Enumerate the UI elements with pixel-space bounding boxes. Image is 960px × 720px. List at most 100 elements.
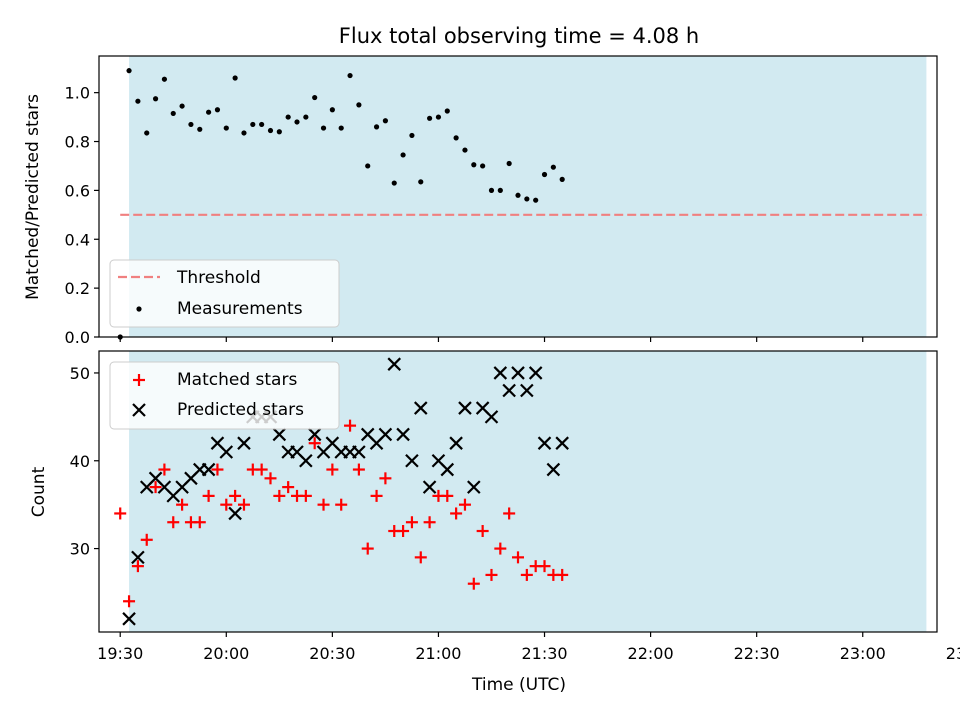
measurement-point (294, 119, 300, 125)
matched-star-marker (344, 419, 357, 432)
measurement-point (197, 126, 203, 132)
count-y-tick-label: 50 (70, 364, 90, 383)
matched-star-marker (441, 489, 454, 502)
predicted-star-marker (502, 383, 516, 398)
count-y-tick-label: 30 (70, 540, 90, 559)
predicted-stars-markers (122, 357, 569, 626)
matched-star-marker (485, 568, 498, 581)
ratio-legend: Threshold Measurements (109, 259, 340, 328)
measurement-point (515, 192, 521, 198)
ratio-panel: 0.0 0.2 0.4 0.6 0.8 1.0 Matched/Predicted sta… (23, 55, 938, 347)
measurement-point (471, 162, 477, 168)
measurement-point (320, 125, 327, 131)
ratio-axes-frame (98, 55, 938, 338)
predicted-star-marker (546, 462, 561, 477)
predicted-legend-swatch (132, 403, 146, 417)
matched-star-marker (193, 516, 206, 529)
measurement-point (559, 176, 565, 182)
matched-star-marker (140, 533, 153, 546)
predicted-star-marker (201, 462, 216, 477)
count-legend: Matched stars Predicted stars (109, 361, 340, 430)
matched-star-marker (131, 560, 144, 573)
matched-stars-markers (114, 419, 569, 608)
matched-star-marker (273, 489, 286, 502)
measurement-point (435, 114, 442, 120)
measurement-point (480, 163, 486, 169)
matched-star-marker (379, 472, 392, 485)
predicted-star-marker (484, 410, 499, 424)
predicted-star-marker (467, 480, 481, 494)
predicted-star-marker (131, 550, 145, 565)
x-tick-label: 21:00 (415, 644, 461, 663)
matched-star-marker (114, 507, 127, 520)
measurement-point (444, 108, 450, 114)
matched-star-marker (149, 481, 162, 494)
predicted-star-marker (555, 436, 569, 450)
measurement-point (152, 96, 159, 102)
measurements-legend-label: Measurements (177, 299, 303, 319)
matched-legend-label: Matched stars (177, 370, 297, 390)
x-axis-label: Time (UTC) (471, 675, 566, 695)
predicted-star-marker (352, 445, 366, 459)
measurement-point (382, 118, 389, 124)
ratio-y-tick-label: 0.2 (65, 279, 90, 298)
measurement-point (161, 76, 168, 82)
predicted-star-marker (378, 427, 393, 442)
predicted-star-marker (396, 427, 410, 442)
predicted-star-marker (272, 427, 287, 442)
matched-star-marker (450, 507, 463, 520)
predicted-star-marker (520, 383, 534, 398)
measurement-point (400, 152, 406, 158)
count-y-tick-label: 40 (70, 452, 90, 471)
measurement-point (550, 164, 556, 170)
count-x-ticks: 19:30 20:00 20:30 21:00 21:30 22:00 22:30 23:00… (97, 632, 960, 663)
matched-star-marker (176, 498, 189, 511)
matched-star-marker (361, 542, 374, 555)
predicted-star-marker (537, 436, 552, 450)
measurement-point (241, 130, 247, 136)
matched-star-marker (167, 516, 180, 529)
count-y-axis-label: Count (29, 466, 49, 517)
matched-star-marker (123, 595, 136, 608)
x-tick-label: 23:30 (946, 644, 960, 663)
measurement-point (391, 180, 397, 186)
x-tick-label: 20:30 (309, 644, 355, 663)
matched-star-marker (414, 551, 427, 564)
x-tick-label: 19:30 (97, 644, 143, 663)
matched-star-marker (370, 489, 383, 502)
matched-star-marker (538, 560, 551, 573)
measurement-point (206, 109, 212, 115)
predicted-star-marker (219, 445, 234, 459)
matched-star-marker (220, 498, 233, 511)
chart-title: Flux total observing time = 4.08 h (339, 24, 699, 48)
measurement-point (488, 187, 495, 193)
measurements-legend-swatch (136, 306, 142, 312)
ratio-y-tick-label: 0.4 (65, 230, 90, 249)
predicted-star-marker (413, 401, 428, 415)
measurement-point (179, 103, 185, 109)
x-tick-label: 22:30 (734, 644, 780, 663)
predicted-star-marker (449, 436, 463, 450)
measurement-point (223, 125, 229, 131)
count-panel: 30 40 50 19:30 20:00 20:30 21:00 21:30 22:00 22:… (29, 350, 960, 695)
matched-star-marker (158, 463, 171, 476)
measurement-point (285, 114, 291, 120)
ratio-legend-box (109, 259, 340, 328)
matched-star-marker (299, 489, 312, 502)
measurement-point (533, 197, 539, 203)
measurement-point (373, 124, 380, 130)
ratio-y-tick-label: 1.0 (65, 84, 90, 103)
measurement-point (188, 121, 194, 128)
predicted-star-marker (440, 462, 455, 477)
x-tick-label: 21:30 (521, 644, 567, 663)
ratio-y-tick-label: 0.0 (65, 328, 90, 347)
threshold-legend-label: Threshold (176, 268, 261, 288)
measurement-point (453, 135, 459, 141)
matched-star-marker (397, 525, 410, 538)
measurement-point (365, 163, 371, 169)
measurement-point (126, 68, 132, 74)
predicted-star-marker (405, 453, 419, 468)
measurement-point (462, 147, 468, 153)
measurement-point (329, 107, 335, 113)
predicted-star-marker (122, 612, 136, 626)
